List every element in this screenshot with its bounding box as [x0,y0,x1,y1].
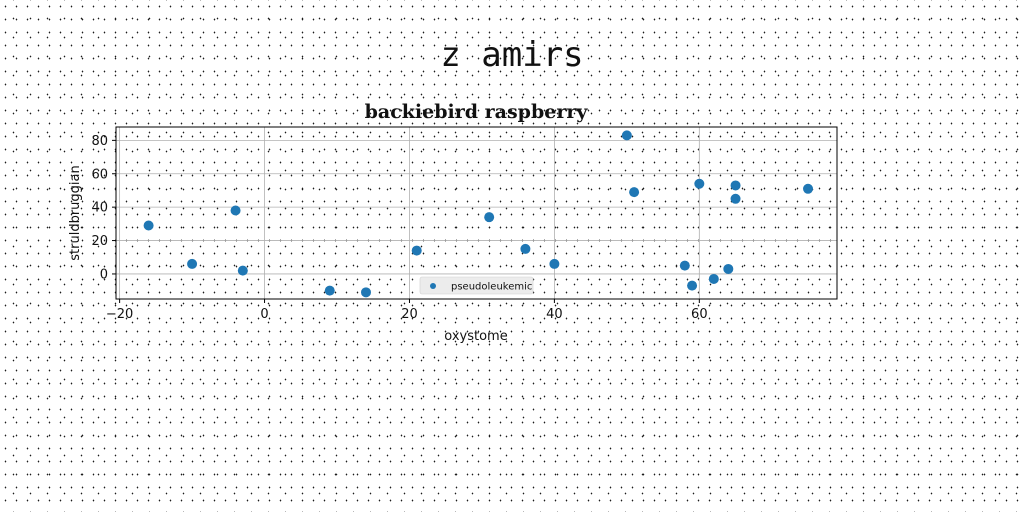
data-point [411,245,422,256]
data-point [621,130,632,141]
data-point [230,205,241,216]
data-point [237,265,248,276]
x-axis-ticks: −20 0 20 40 60 [106,299,708,322]
data-point [730,180,741,191]
data-point [324,285,335,296]
x-tick-label: 40 [546,307,563,322]
data-points [143,130,814,298]
y-axis-label: struldbruggian [68,165,83,260]
x-tick-label: 0 [260,307,268,322]
y-axis-ticks: 0 20 40 60 80 [91,134,116,282]
data-point [187,258,198,269]
data-point [803,183,814,194]
data-point [723,263,734,274]
data-point [730,193,741,204]
y-tick-label: 20 [91,234,108,249]
plot-frame [115,126,838,300]
data-point [549,258,560,269]
figure-suptitle: z amirs [440,35,584,75]
x-tick-label: 60 [691,307,708,322]
y-tick-label: 40 [91,201,108,216]
y-tick-label: 0 [100,267,108,282]
data-point [679,260,690,271]
data-point [143,220,154,231]
y-tick-label: 80 [91,134,108,149]
y-tick-label: 60 [91,167,108,182]
data-point [694,178,705,189]
data-point [629,187,640,198]
data-point [484,212,495,223]
legend-box [419,276,534,295]
x-axis-label: oxystome [444,329,507,344]
legend-marker [430,283,436,289]
data-point [360,287,371,298]
data-point [708,273,719,284]
x-tick-label: 20 [401,307,418,322]
legend-entry-label: pseudoleukemic [451,282,532,293]
x-tick-label: −20 [106,307,133,322]
chart-title: backiebird raspberry [365,101,589,123]
legend: pseudoleukemic [419,276,534,295]
data-point [520,243,531,254]
data-point [687,280,698,291]
